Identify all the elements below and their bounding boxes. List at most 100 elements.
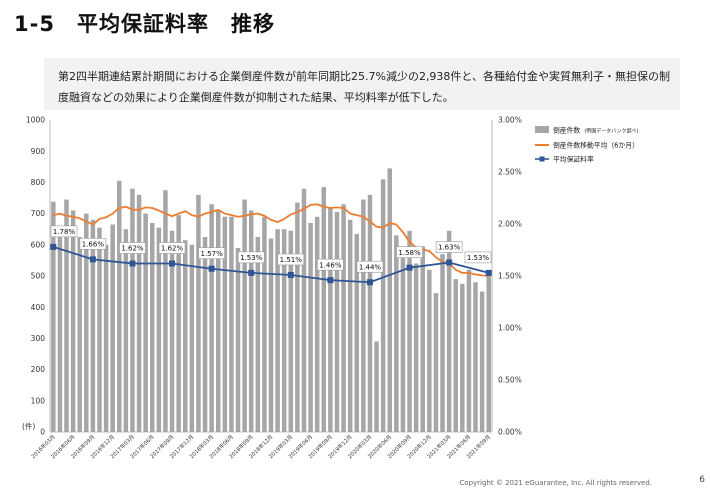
- bar: [248, 210, 254, 432]
- bar: [433, 293, 439, 432]
- rate-data-label: 1.63%: [438, 244, 461, 252]
- bar: [123, 229, 129, 432]
- rate-marker: [366, 279, 373, 286]
- page-title: 1-5 平均保証料率 推移: [14, 12, 275, 36]
- legend-swatch-rate-marker: [539, 156, 545, 162]
- bar: [281, 229, 287, 432]
- bar: [354, 233, 360, 432]
- rate-marker: [169, 260, 176, 267]
- y2-tick-labels: 0.00% 0.50% 1.00% 1.50% 2.00% 2.50% 3.00%: [498, 116, 522, 437]
- y2-tick-label: 0.50%: [498, 376, 522, 385]
- legend: 倒産件数 (帝国データバンク調べ) 倒産件数移動平均（6か月） 平均保証料率: [535, 126, 639, 164]
- rate-label-box: [277, 253, 305, 266]
- bar: [169, 230, 175, 432]
- y-axis-unit: (件): [22, 421, 35, 431]
- y-tick-label: 700: [31, 209, 46, 218]
- bar: [110, 224, 115, 432]
- y2-tick-label: 1.00%: [498, 324, 522, 333]
- bar: [268, 238, 274, 432]
- y-tick-label: 300: [31, 334, 46, 343]
- bar: [183, 240, 188, 432]
- rate-label-box: [119, 242, 146, 254]
- y-tick-labels: 0 100 200 300 400 500 600 700 800 900 1000: [26, 116, 45, 437]
- bar: [440, 254, 445, 432]
- x-tick-labels: 2016年03月2016年06月2016年09月2016年12月2017年03月…: [29, 433, 492, 460]
- bar: [374, 341, 379, 432]
- y-tick-label: 900: [31, 147, 46, 156]
- bar: [163, 190, 168, 432]
- bar: [57, 226, 63, 432]
- rate-data-label: 1.78%: [53, 228, 76, 236]
- rate-data-label: 1.62%: [161, 245, 184, 253]
- bar: [156, 227, 162, 432]
- bar: [209, 204, 214, 432]
- bar: [479, 291, 485, 432]
- bar: [77, 237, 82, 432]
- bar: [229, 216, 234, 432]
- page-number: 6: [699, 475, 705, 485]
- y-tick-label: 1000: [26, 116, 45, 125]
- legend-bars-name: 倒産件数: [553, 126, 580, 135]
- bar: [97, 227, 102, 432]
- rate-data-label: 1.62%: [121, 245, 144, 253]
- bar: [150, 222, 155, 432]
- bar: [130, 188, 135, 432]
- bar: [242, 199, 247, 432]
- legend-label-ma: 倒産件数移動平均（6か月）: [553, 141, 639, 150]
- rate-marker: [327, 277, 334, 284]
- bar: [215, 210, 221, 432]
- bar: [70, 210, 76, 432]
- rate-data-label: 1.53%: [467, 254, 490, 262]
- rate-label-box: [237, 251, 265, 264]
- bar-series: [51, 168, 491, 433]
- bar: [453, 279, 458, 432]
- y2-tick-label: 2.50%: [498, 168, 522, 177]
- bar: [51, 201, 56, 432]
- bar: [222, 216, 228, 432]
- y2-tick-label: 2.00%: [498, 220, 522, 229]
- bar: [387, 168, 392, 433]
- rate-line: [53, 246, 489, 284]
- rate-data-label: 1.57%: [201, 250, 224, 258]
- bar: [361, 199, 366, 432]
- bar: [235, 247, 241, 432]
- bar: [314, 216, 320, 432]
- rate-label-box: [464, 251, 492, 264]
- rate-label-box: [317, 258, 344, 271]
- legend-label-bars: 倒産件数 (帝国データバンク調べ): [553, 126, 639, 135]
- legend-swatch-bars: [535, 126, 549, 133]
- bar: [400, 251, 406, 432]
- y-tick-label: 0: [40, 428, 45, 437]
- summary-box: 第2四半期連結累計期間における企業倒産件数が前年同期比25.7%減少の2,938…: [44, 58, 680, 110]
- rate-marker: [50, 243, 57, 250]
- bar: [420, 246, 425, 432]
- rate-data-label: 1.51%: [280, 256, 303, 264]
- bar: [64, 199, 69, 432]
- bar: [301, 188, 307, 432]
- y-tick-label: 600: [31, 240, 46, 249]
- bar: [427, 269, 432, 432]
- y-tick-label: 100: [31, 396, 46, 405]
- bar: [328, 207, 333, 432]
- bar: [288, 230, 294, 432]
- rate-marker: [129, 260, 136, 267]
- copyright: Copyright © 2021 eGuarantee, Inc. All ri…: [459, 479, 652, 487]
- y-tick-label: 800: [31, 178, 46, 187]
- bar: [117, 180, 122, 432]
- bar: [321, 187, 327, 432]
- bar: [486, 274, 491, 432]
- rate-marker: [485, 269, 492, 276]
- rate-data-label: 1.58%: [398, 249, 421, 257]
- bar: [143, 213, 148, 432]
- rate-label-box: [356, 260, 384, 273]
- rate-label-box: [79, 238, 107, 250]
- y2-tick-label: 0.00%: [498, 428, 522, 437]
- bar: [136, 194, 142, 432]
- y-tick-label: 500: [31, 272, 46, 281]
- rate-data-label: 1.66%: [82, 241, 105, 249]
- bar: [90, 219, 96, 432]
- rate-marker: [406, 264, 413, 271]
- rate-marker: [287, 271, 294, 278]
- bar: [413, 263, 419, 432]
